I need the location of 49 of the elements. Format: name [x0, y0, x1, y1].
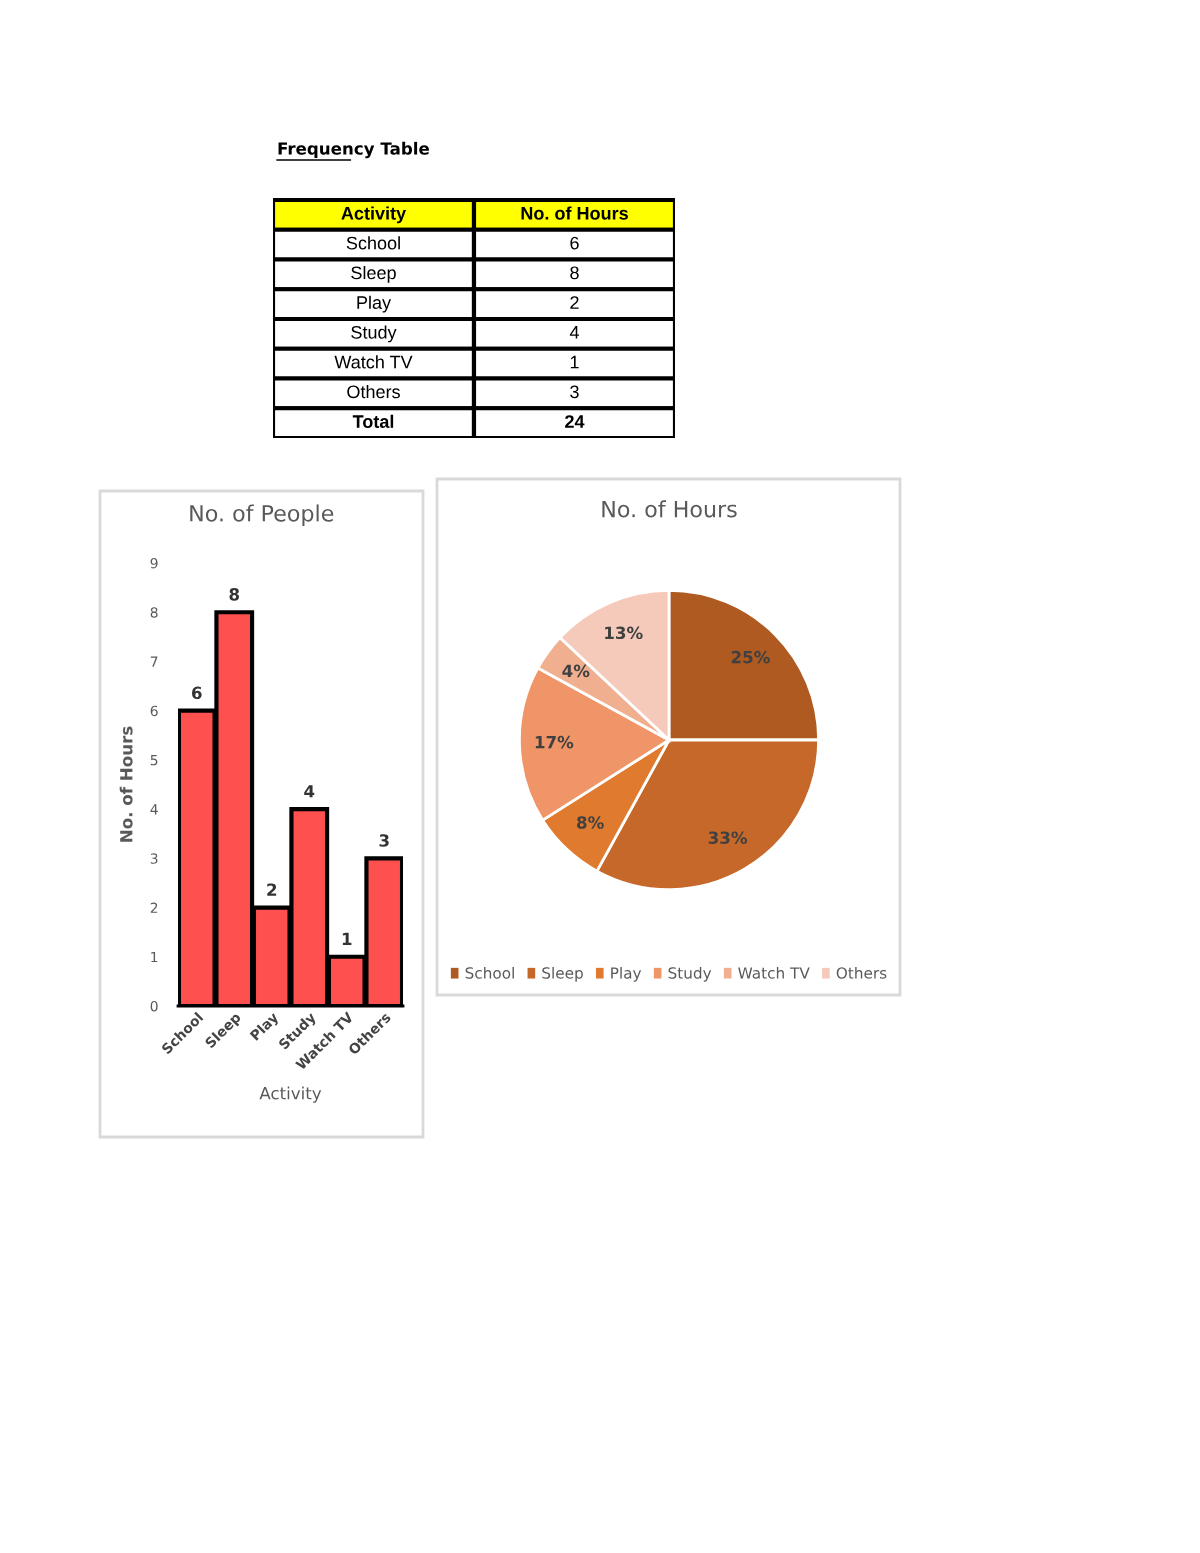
legend-label: Others [836, 966, 887, 979]
y-tick-label: 3 [150, 853, 158, 864]
data-label: 25% [731, 650, 770, 664]
data-label: 33% [708, 831, 748, 844]
data-label: 8 [229, 588, 240, 601]
y-tick-label: 6 [150, 705, 158, 717]
y-tick-label: 4 [150, 804, 158, 815]
y-tick-label: 2 [150, 902, 158, 913]
data-label: 4% [562, 664, 590, 678]
chart-title: No. of People [190, 504, 334, 526]
text: Watch TV [334, 355, 413, 369]
text: 6 [570, 236, 579, 250]
data-label: 2 [267, 883, 277, 896]
y-tick-label: 5 [150, 755, 158, 766]
y-tick-label: 1 [151, 951, 158, 963]
y-tick-label: 0 [150, 1000, 158, 1012]
text: 2 [570, 296, 579, 309]
data-label: 4 [304, 785, 315, 798]
y-axis-title: No. of Hours [119, 726, 133, 842]
data-label: 3 [379, 834, 389, 847]
text: Frequency Table [278, 141, 429, 159]
legend-label: Watch TV [738, 966, 810, 979]
legend-label: Sleep [542, 966, 583, 982]
chart-title: No. of Hours [602, 500, 737, 518]
text: Activity [341, 206, 407, 224]
data-label: 8% [577, 816, 604, 829]
legend-label: School [465, 966, 514, 979]
text: 3 [570, 385, 579, 399]
y-tick-label: 8 [150, 607, 158, 618]
text: Others [347, 384, 400, 399]
x-axis-title: Activity [259, 1086, 322, 1103]
text: 1 [570, 355, 579, 369]
data-label: 1 [342, 932, 352, 945]
y-tick-label: 9 [150, 557, 158, 569]
text: 4 [569, 326, 579, 339]
text: Total [352, 414, 394, 428]
y-tick-label: 7 [150, 656, 158, 667]
text: No. of Hours [521, 206, 628, 220]
text: Study [351, 325, 397, 343]
legend-label: Study [668, 966, 712, 982]
text: School [346, 236, 400, 250]
text: 24 [565, 415, 585, 428]
text: Sleep [351, 265, 396, 283]
data-label: 6 [191, 686, 202, 700]
data-label: 13% [605, 626, 643, 640]
text: 8 [570, 266, 579, 280]
legend-label: Play [611, 966, 642, 982]
data-label: 17% [535, 735, 574, 749]
text: Play [357, 295, 392, 313]
